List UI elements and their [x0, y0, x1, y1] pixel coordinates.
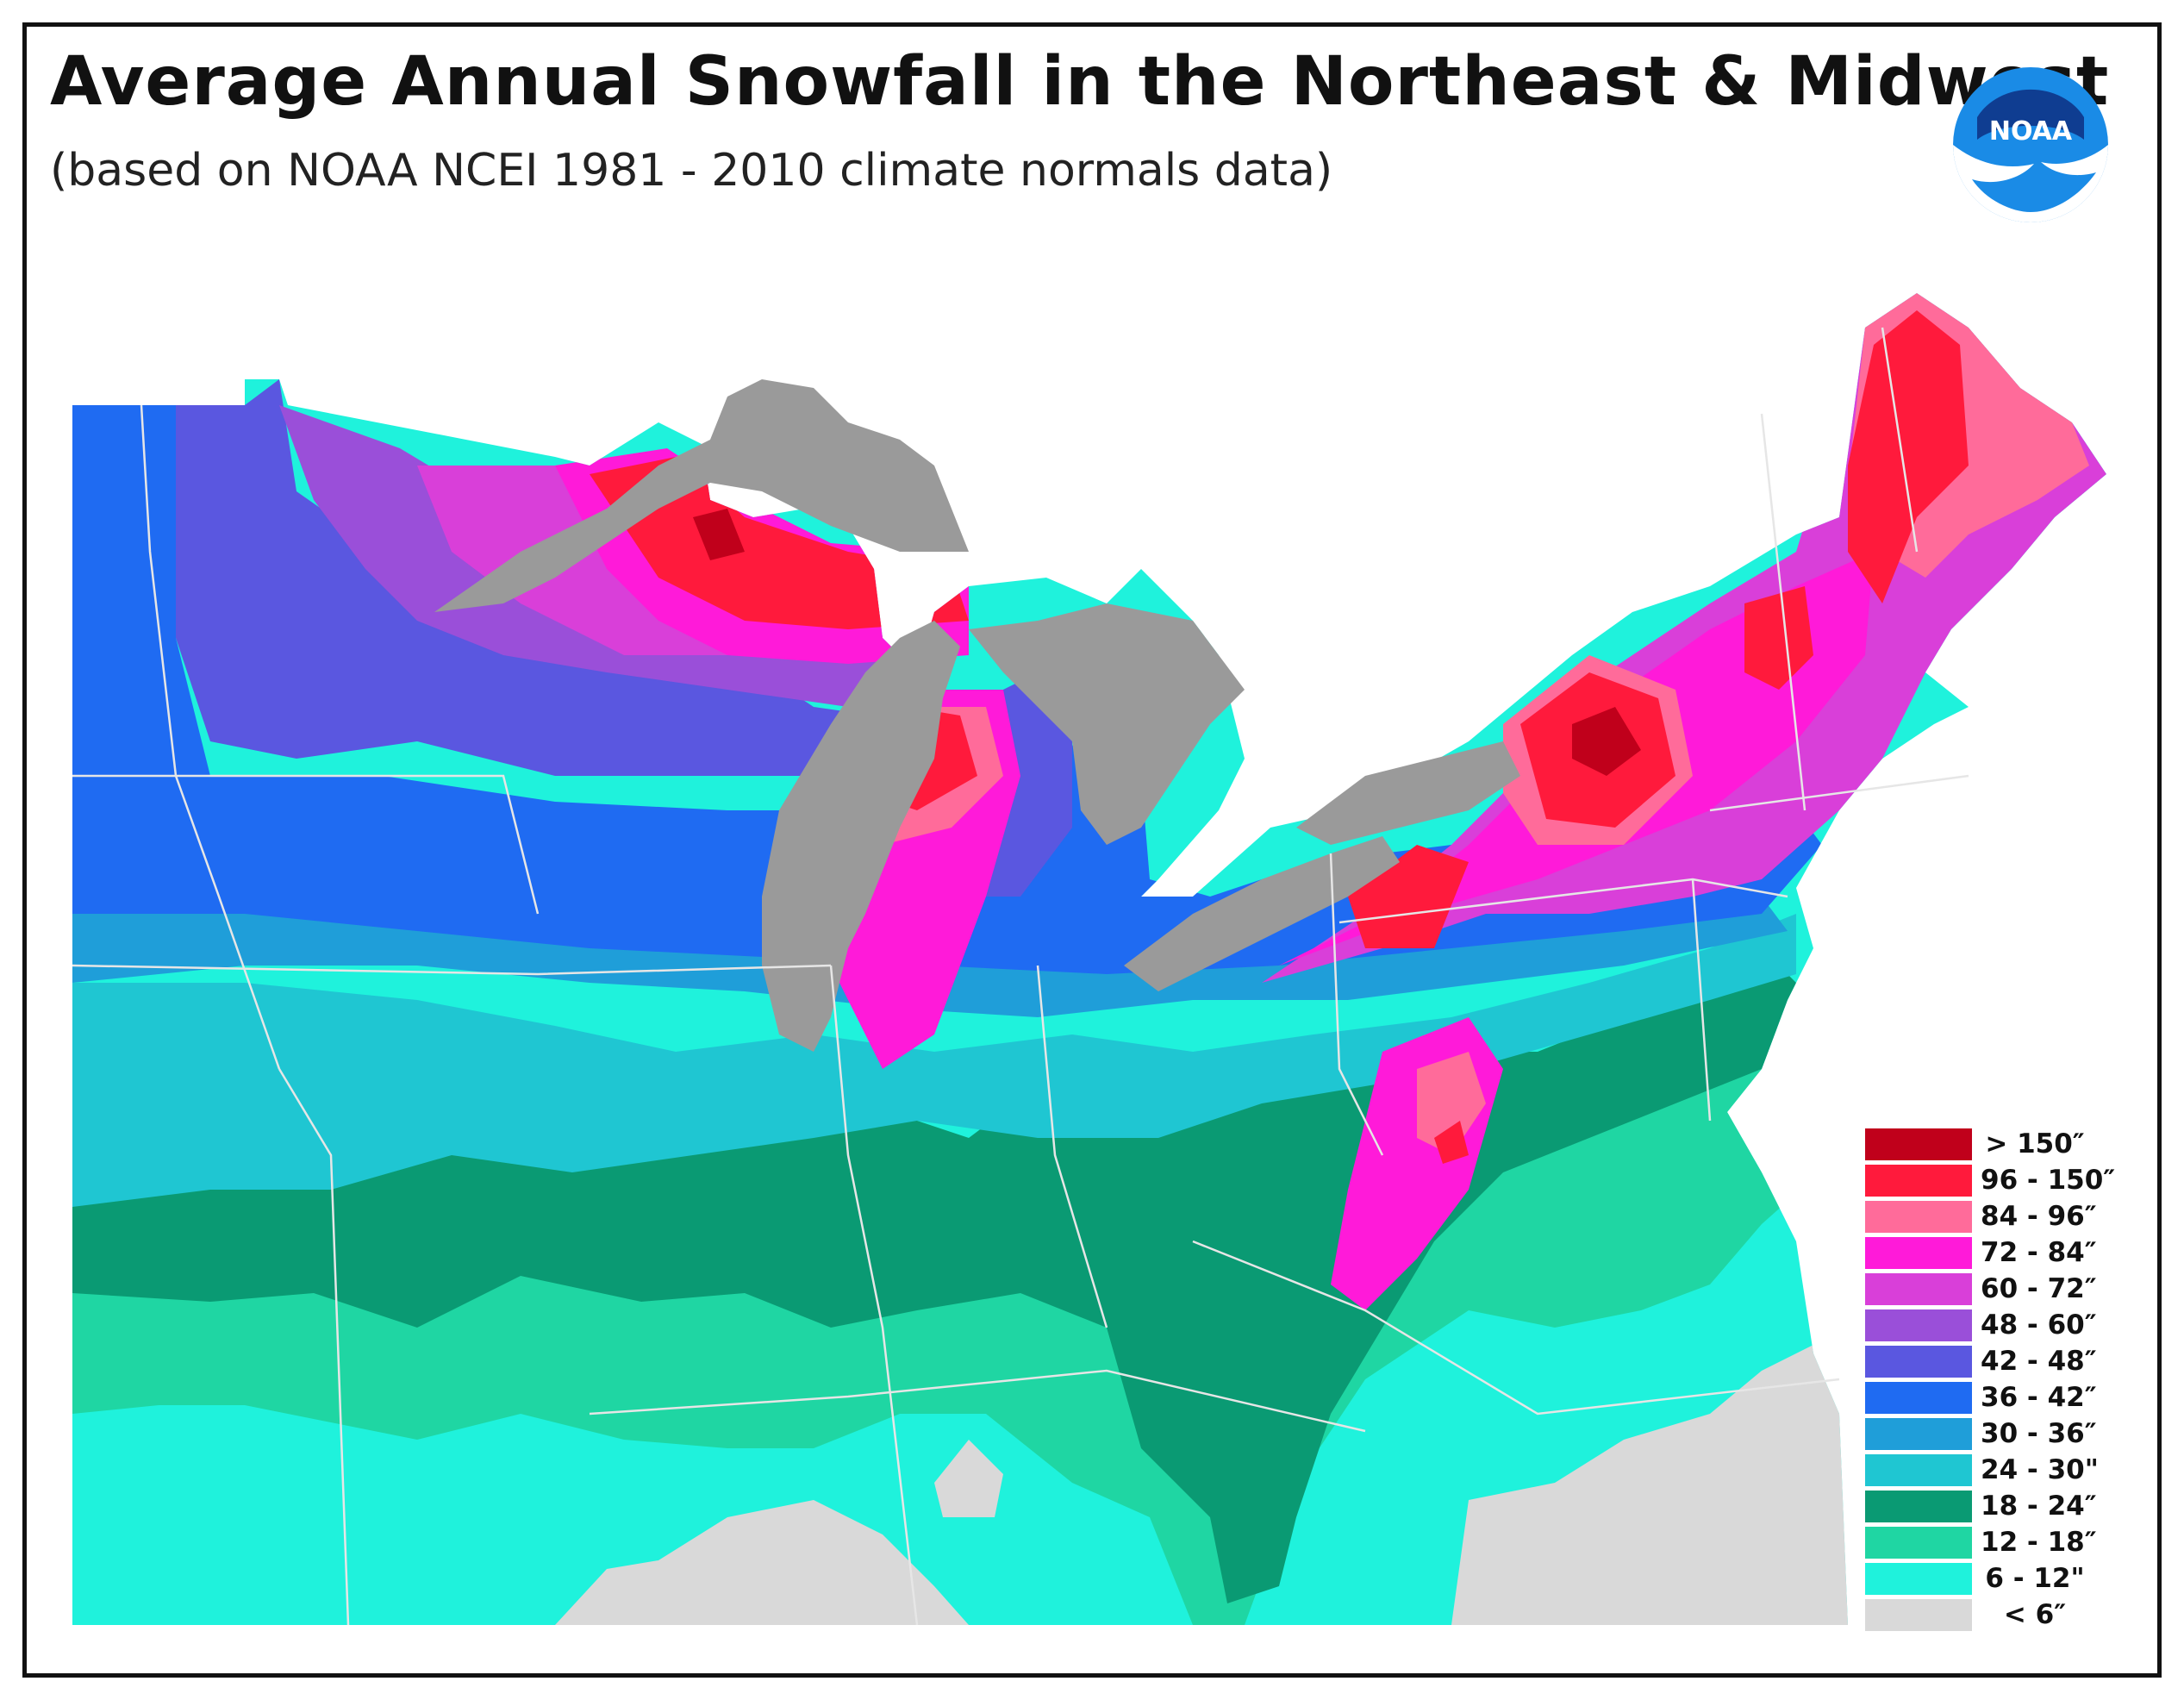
noaa-logo-text: NOAA — [1989, 116, 2073, 147]
legend-swatch — [1865, 1527, 1972, 1559]
border-ia-mo — [72, 964, 832, 976]
band-96-150-me — [1848, 310, 1969, 603]
legend-swatch — [1865, 1454, 1972, 1486]
border-pa-nj — [1691, 878, 1712, 1122]
band-24-30 — [72, 914, 1796, 1207]
legend-item: 36 - 42″ — [1865, 1379, 2097, 1416]
legend-label: < 6″ — [2003, 1599, 2067, 1630]
border-oh-pa — [1329, 853, 1384, 1156]
band-gt150-adk — [1572, 707, 1641, 776]
legend-swatch — [1865, 1273, 1972, 1305]
band-84-96-app — [1417, 1052, 1486, 1155]
band-96-150-tug — [1348, 845, 1469, 948]
band-lt6-south — [555, 1500, 969, 1625]
border-ky-tn — [589, 1369, 1366, 1433]
legend-swatch — [1865, 1237, 1972, 1269]
map-subtitle: (based on NOAA NCEI 1981 - 2010 climate … — [50, 145, 1333, 197]
legend-item: > 150″ — [1865, 1126, 2089, 1162]
lake-superior — [434, 379, 969, 612]
lake-huron — [969, 603, 1245, 845]
band-lt6-patch — [934, 1440, 1003, 1517]
legend-item: 48 - 60″ — [1865, 1307, 2097, 1343]
legend-item: 24 - 30" — [1865, 1452, 2099, 1488]
legend-item: 42 - 48″ — [1865, 1343, 2097, 1379]
legend-swatch — [1865, 1309, 1972, 1341]
border-ma — [1709, 774, 1969, 812]
legend-label: 60 - 72″ — [1981, 1273, 2097, 1304]
legend-item: 72 - 84″ — [1865, 1234, 2097, 1271]
legend-label: 36 - 42″ — [1981, 1382, 2097, 1413]
legend-label: 6 - 12" — [1985, 1563, 2085, 1594]
state-borders — [72, 327, 1969, 1625]
legend-item: 96 - 150″ — [1865, 1162, 2116, 1198]
legend-item: 60 - 72″ — [1865, 1271, 2097, 1307]
band-lt6-east — [1451, 1328, 1848, 1625]
legend-label: 12 - 18″ — [1981, 1527, 2097, 1558]
legend-swatch — [1865, 1165, 1972, 1197]
legend-item: 18 - 24″ — [1865, 1488, 2097, 1524]
legend-swatch — [1865, 1563, 1972, 1595]
noaa-logo: NOAA — [1953, 67, 2108, 222]
border-mn-ia — [72, 774, 540, 915]
legend-label: 42 - 48″ — [1981, 1346, 2097, 1377]
legend-label: 72 - 84″ — [1981, 1237, 2097, 1268]
legend-label: 30 - 36″ — [1981, 1418, 2097, 1449]
legend-swatch — [1865, 1491, 1972, 1522]
legend-label: 48 - 60″ — [1981, 1309, 2097, 1341]
border-nh-vt — [1760, 413, 1806, 811]
border-me-nh — [1881, 327, 1919, 553]
legend-swatch — [1865, 1346, 1972, 1378]
band-96-150-up — [590, 457, 969, 629]
border-mo-ks — [278, 1068, 350, 1625]
band-36-42 — [72, 405, 1822, 974]
map-title: Average Annual Snowfall in the Northeast… — [50, 43, 2110, 121]
legend-item: < 6″ — [1865, 1597, 2089, 1633]
legend-label: 18 - 24″ — [1981, 1491, 2097, 1522]
lake-ontario — [1296, 741, 1520, 845]
legend-label: 96 - 150″ — [1981, 1165, 2116, 1196]
noaa-logo-band — [1977, 89, 2084, 140]
legend-item: 84 - 96″ — [1865, 1198, 2097, 1234]
noaa-logo-gull — [1953, 145, 2108, 222]
legend-swatch — [1865, 1599, 1972, 1631]
snowfall-map — [72, 293, 2115, 1625]
legend-label: 24 - 30" — [1981, 1454, 2099, 1485]
legend-swatch — [1865, 1201, 1972, 1233]
legend-item: 12 - 18″ — [1865, 1524, 2097, 1560]
lake-michigan — [762, 621, 960, 1052]
border-ky-va — [1192, 1240, 1840, 1416]
band-gt150-up — [693, 509, 745, 560]
legend-label: > 150″ — [1985, 1128, 2085, 1159]
legend-swatch — [1865, 1418, 1972, 1450]
border-il-in — [829, 965, 919, 1625]
legend-label: 84 - 96″ — [1981, 1201, 2097, 1232]
legend-swatch — [1865, 1128, 1972, 1160]
band-96-150-app — [1434, 1121, 1469, 1164]
band-96-150-vt — [1744, 586, 1813, 690]
border-in-oh — [1036, 965, 1108, 1328]
band-18-24 — [72, 948, 1796, 1603]
legend-item: 30 - 36″ — [1865, 1416, 2097, 1452]
legend-swatch — [1865, 1382, 1972, 1414]
legend-item: 6 - 12" — [1865, 1560, 2089, 1597]
legend: > 150″ 96 - 150″ 84 - 96″ 72 - 84″ 60 - 72″ 4… — [1865, 1126, 2116, 1633]
